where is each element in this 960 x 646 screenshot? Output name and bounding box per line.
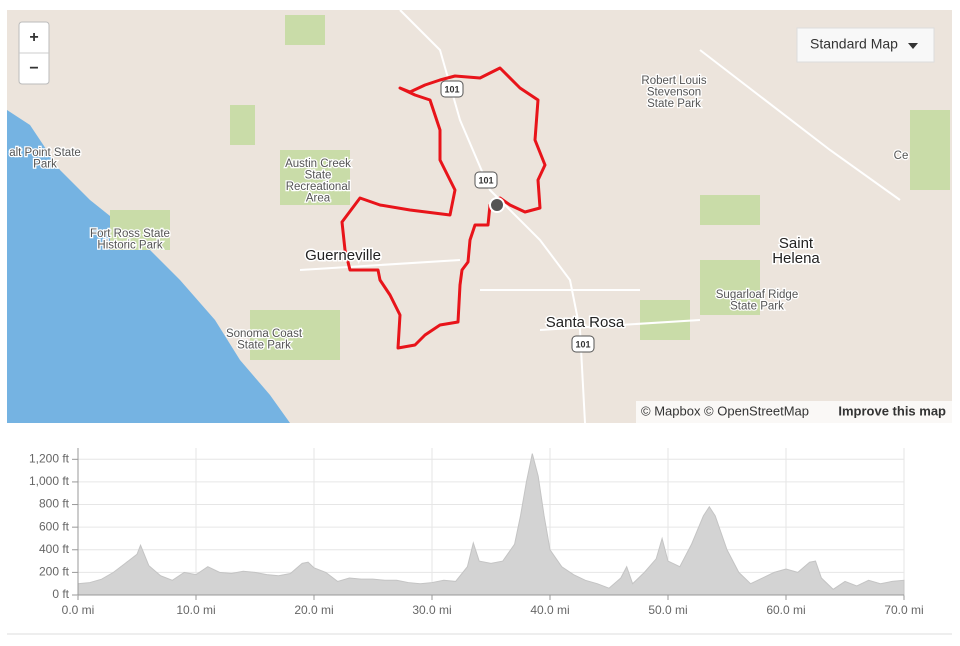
dropdown-caret [908,43,918,49]
y-tick-label: 800 ft [39,497,70,511]
style-button[interactable]: Standard Map [810,36,898,52]
attribution-box [636,401,952,423]
park-label: Fort Ross State [90,228,170,240]
roads [299,9,901,424]
attribution: © Mapbox © OpenStreetMap [641,403,809,418]
y-tick-label: 200 ft [39,565,70,579]
highway-label: 101 [478,175,493,185]
highway-shield [571,335,595,353]
park-label: Recreational [286,181,351,193]
park-label: State [305,170,332,182]
highway-shield [440,80,464,98]
x-tick-label: 40.0 mi [530,603,569,617]
elevation-area [77,453,905,596]
park-label: Austin Creek [285,158,351,170]
improve-link[interactable]: Improve this map [838,403,946,418]
park-label: Stevenson [647,87,701,99]
start-marker [489,197,505,213]
city-label: Helena [772,250,820,267]
zoom-control: + − [18,21,50,85]
city-label: Saint [779,235,814,252]
ocean [7,110,290,423]
park-label: Ce [894,150,909,162]
zoom-in[interactable]: + [29,29,38,46]
y-tick-label: 400 ft [39,542,70,556]
x-tick-label: 70.0 mi [884,603,923,617]
park-label: Robert Louis [641,75,706,87]
park-label: Historic Park [97,240,162,252]
x-tick-label: 10.0 mi [176,603,215,617]
highway-label: 101 [444,84,459,94]
parks [110,15,950,360]
city-label: Guerneville [305,247,381,264]
zoom-out[interactable]: − [29,60,38,77]
highway-shield [474,171,498,189]
y-tick-label: 1,000 ft [29,474,70,488]
x-tick-label: 20.0 mi [294,603,333,617]
city-label: Santa Rosa [546,314,625,331]
y-tick-label: 1,200 ft [29,451,70,465]
x-tick-label: 50.0 mi [648,603,687,617]
park-label: State Park [647,98,701,110]
park-label: Sugarloaf Ridge [716,289,798,301]
route [340,66,547,350]
x-tick-label: 0.0 mi [62,603,95,617]
park-label: State Park [237,340,291,352]
park-label: Park [33,159,57,171]
highway-label: 101 [575,339,590,349]
x-tick-label: 60.0 mi [766,603,805,617]
park-label: alt Point State [9,147,81,159]
park-label: Sonoma Coast [226,328,303,340]
park-label: State Park [730,301,784,313]
x-tick-label: 30.0 mi [412,603,451,617]
park-label: Area [306,193,331,205]
y-tick-label: 600 ft [39,519,70,533]
y-tick-label: 0 ft [52,587,69,601]
